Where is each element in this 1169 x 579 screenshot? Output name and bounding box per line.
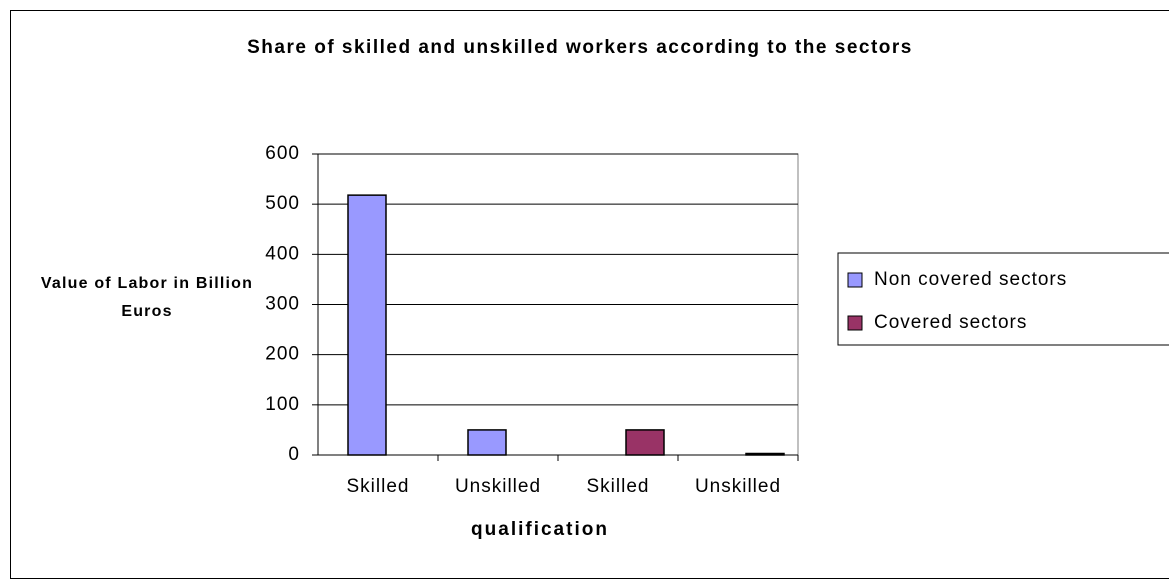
legend-box bbox=[837, 252, 1169, 346]
bar bbox=[347, 194, 387, 456]
y-tick-label: 600 bbox=[265, 143, 300, 164]
legend-swatch bbox=[847, 272, 863, 288]
x-tick-label: Skilled bbox=[587, 476, 650, 497]
legend-swatch bbox=[847, 315, 863, 331]
y-tick-label: 400 bbox=[265, 243, 300, 264]
legend-label: Covered sectors bbox=[874, 312, 1027, 333]
y-tick-label: 200 bbox=[265, 344, 300, 365]
y-tick-label: 0 bbox=[288, 444, 300, 465]
y-tick-label: 100 bbox=[265, 394, 300, 415]
chart-title: Share of skilled and unskilled workers a… bbox=[247, 37, 913, 58]
x-axis-label: qualification bbox=[471, 519, 609, 540]
legend-label: Non covered sectors bbox=[874, 269, 1067, 290]
x-tick-label: Unskilled bbox=[695, 476, 781, 497]
bar bbox=[625, 429, 665, 456]
y-tick-label: 500 bbox=[265, 193, 300, 214]
bar bbox=[467, 429, 507, 456]
x-tick-label: Skilled bbox=[347, 476, 410, 497]
y-axis-label: Value of Labor in Billion Euros bbox=[40, 275, 254, 320]
y-tick-label: 300 bbox=[265, 294, 300, 315]
x-tick-label: Unskilled bbox=[455, 476, 541, 497]
